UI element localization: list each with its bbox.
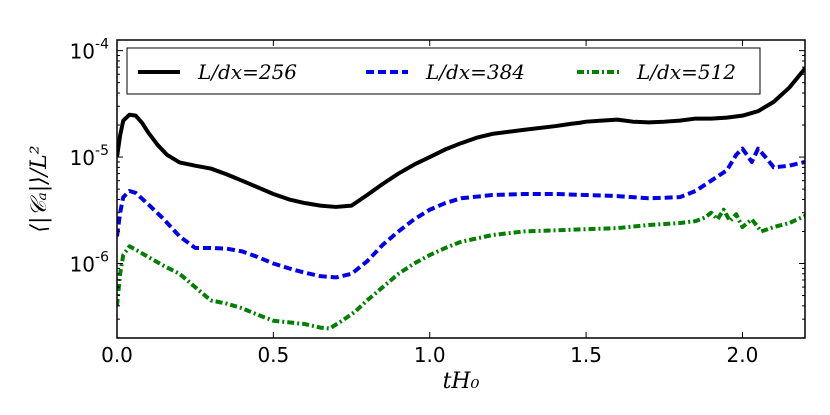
legend: L/dx=256 L/dx=384 L/dx=512 xyxy=(126,47,761,95)
series-line-2 xyxy=(117,146,805,280)
legend-label-3: L/dx=512 xyxy=(636,60,736,84)
series-line-3 xyxy=(117,207,805,331)
legend-label-2: L/dx=384 xyxy=(425,60,525,84)
y-tick-label: 10-5 xyxy=(70,143,109,170)
x-tick-label: 0.0 xyxy=(101,343,133,367)
x-tick-label: 1.0 xyxy=(414,343,446,367)
x-tick-label: 0.5 xyxy=(257,343,289,367)
y-tick-label: 10-4 xyxy=(70,37,110,64)
x-axis-label: tH₀ xyxy=(443,369,480,394)
x-tick-label: 1.5 xyxy=(570,343,602,367)
y-axis-label: ⟨|𝒞ₐ|⟩/L² xyxy=(27,145,52,232)
y-tick-label: 10-6 xyxy=(70,250,110,277)
legend-box xyxy=(126,47,761,95)
legend-label-1: L/dx=256 xyxy=(197,60,297,84)
plot-area xyxy=(117,67,805,331)
x-tick-label: 2.0 xyxy=(727,343,759,367)
series-line-1 xyxy=(117,67,805,209)
